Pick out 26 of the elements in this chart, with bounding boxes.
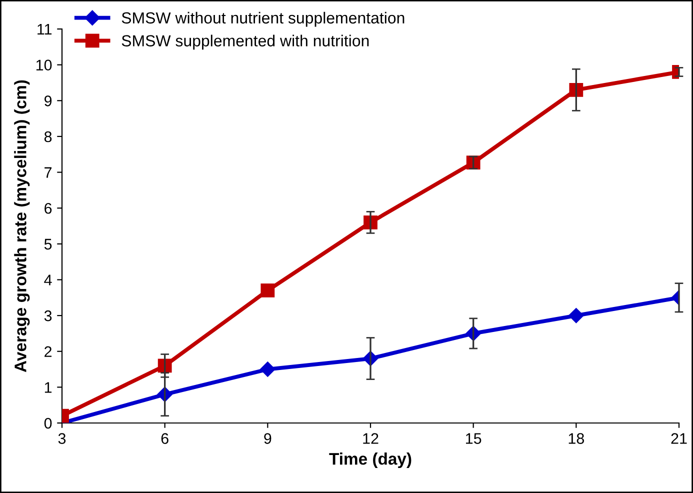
y-tick-label: 6 [44,202,52,214]
x-tick-label: 6 [161,433,168,444]
x-tick-label: 21 [671,433,687,444]
y-tick-label: 11 [38,24,52,35]
y-tick-label: 0 [44,418,52,429]
y-tick-label: 1 [44,382,52,393]
y-tick-label: 10 [36,60,52,71]
x-tick-label: 12 [363,433,378,444]
y-tick-label: 4 [44,274,52,286]
legend-label: SMSW supplemented with nutrition [122,34,369,50]
y-tick-label: 5 [44,238,52,250]
y-tick-label: 9 [44,96,52,106]
x-tick-label: 18 [568,433,584,444]
legend-label: SMSW without nutrient supplementation [122,12,404,27]
x-tick-label: 9 [264,433,272,444]
y-axis-title: Average growth rate (mycelium) (cm) [14,80,30,372]
point [568,308,584,324]
x-tick-label: 3 [58,433,66,444]
point [260,284,275,298]
x-tick-label: 15 [466,433,482,444]
x-axis-title: Time (day) [329,452,412,468]
y-tick-label: 2 [44,346,52,357]
y-tick-label: 8 [44,131,52,142]
y-tick-label: 7 [44,167,52,178]
y-tick-label: 3 [44,310,52,322]
point [260,362,276,377]
